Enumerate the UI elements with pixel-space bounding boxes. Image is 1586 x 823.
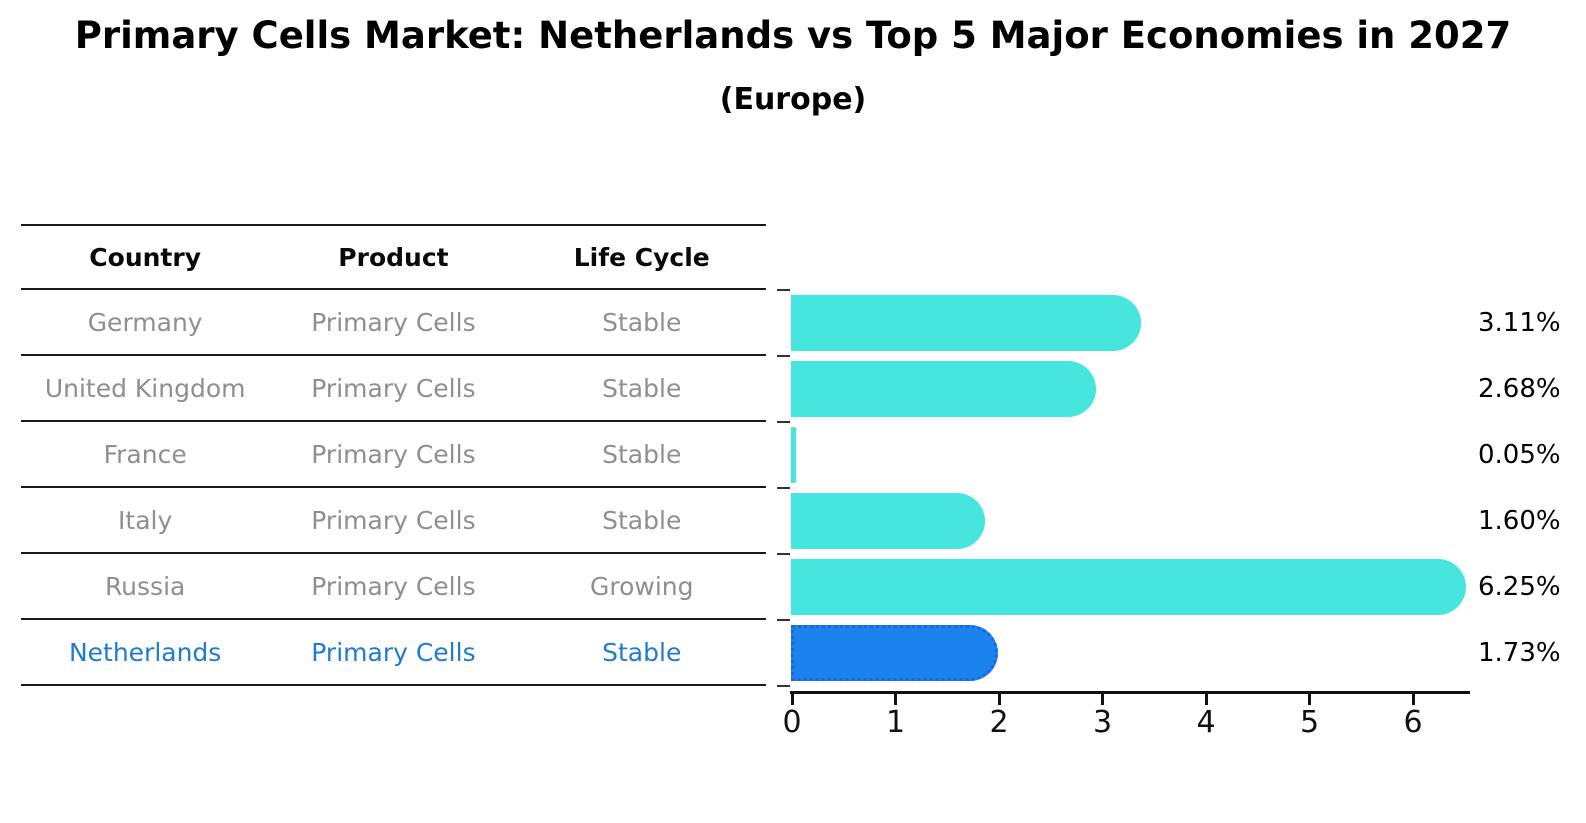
value-label-netherlands: 1.73% xyxy=(1478,638,1561,668)
x-axis-tick xyxy=(997,694,1001,705)
cell-product: Primary Cells xyxy=(311,439,476,469)
x-axis-tick-label: 6 xyxy=(1403,705,1423,740)
x-axis-tick-label: 0 xyxy=(782,705,802,740)
country-table: Country Product Life Cycle Germany Primar… xyxy=(21,224,766,686)
x-axis-tick xyxy=(790,694,794,705)
value-label-russia: 6.25% xyxy=(1478,572,1561,602)
table-row-italy: Italy Primary Cells Stable xyxy=(21,488,766,554)
cell-product: Primary Cells xyxy=(311,307,476,337)
table-row-france: France Primary Cells Stable xyxy=(21,422,766,488)
cell-life-cycle: Stable xyxy=(602,373,682,403)
bar-france xyxy=(791,427,796,483)
x-axis-tick-label: 5 xyxy=(1299,705,1320,740)
cell-life-cycle: Stable xyxy=(602,307,682,337)
cell-product: Primary Cells xyxy=(311,373,476,403)
bar-united-kingdom xyxy=(791,361,1096,417)
cell-product: Primary Cells xyxy=(311,637,476,667)
cell-country: Germany xyxy=(87,307,203,337)
x-axis-tick-label: 3 xyxy=(1092,705,1113,740)
cell-product: Primary Cells xyxy=(311,571,476,601)
x-axis-tick-label: 4 xyxy=(1196,705,1216,740)
cell-product: Primary Cells xyxy=(311,505,476,535)
y-axis-tick xyxy=(777,355,790,357)
table-row-russia: Russia Primary Cells Growing xyxy=(21,554,766,620)
value-label-germany: 3.11% xyxy=(1478,308,1561,338)
column-header-country: Country xyxy=(89,242,201,272)
table-header-row: Country Product Life Cycle xyxy=(21,224,766,290)
cell-country: France xyxy=(103,439,187,469)
y-axis-tick xyxy=(777,685,790,687)
table-row-united-kingdom: United Kingdom Primary Cells Stable xyxy=(21,356,766,422)
bar-germany xyxy=(791,295,1141,351)
cell-country: United Kingdom xyxy=(44,373,246,403)
x-axis-tick-label: 2 xyxy=(989,705,1009,740)
table-body: Germany Primary Cells Stable United Kingdom… xyxy=(21,290,766,686)
y-axis-tick xyxy=(777,487,790,489)
value-label-united-kingdom: 2.68% xyxy=(1478,374,1561,404)
bar-netherlands xyxy=(791,625,998,681)
y-axis-tick xyxy=(777,553,790,555)
x-axis-tick xyxy=(1411,694,1415,705)
cell-country: Netherlands xyxy=(68,637,222,667)
cell-life-cycle: Stable xyxy=(602,637,682,667)
y-axis-tick xyxy=(777,619,790,621)
value-label-france: 0.05% xyxy=(1478,440,1561,470)
bar-russia xyxy=(791,559,1466,615)
table-row-netherlands: Netherlands Primary Cells Stable xyxy=(21,620,766,686)
cell-life-cycle: Stable xyxy=(602,439,682,469)
x-axis-tick-label: 1 xyxy=(885,705,906,740)
y-axis-tick xyxy=(777,421,790,423)
bar-italy xyxy=(791,493,985,549)
column-header-life-cycle: Life Cycle xyxy=(573,242,710,272)
x-axis-tick xyxy=(1308,694,1311,705)
chart-title: Primary Cells Market: Netherlands vs Top… xyxy=(74,14,1512,57)
cell-country: Russia xyxy=(104,571,186,601)
x-axis-tick xyxy=(894,694,897,705)
cell-country: Italy xyxy=(118,505,173,535)
chart-subtitle: (Europe) xyxy=(719,82,867,117)
y-axis-tick xyxy=(777,289,790,291)
x-axis-line xyxy=(790,691,1470,694)
cell-life-cycle: Growing xyxy=(589,571,694,601)
x-axis-tick xyxy=(1101,694,1104,705)
value-label-italy: 1.60% xyxy=(1478,506,1561,536)
table-row-germany: Germany Primary Cells Stable xyxy=(21,290,766,356)
x-axis-tick xyxy=(1204,694,1208,705)
cell-life-cycle: Stable xyxy=(602,505,682,535)
column-header-product: Product xyxy=(338,242,449,272)
